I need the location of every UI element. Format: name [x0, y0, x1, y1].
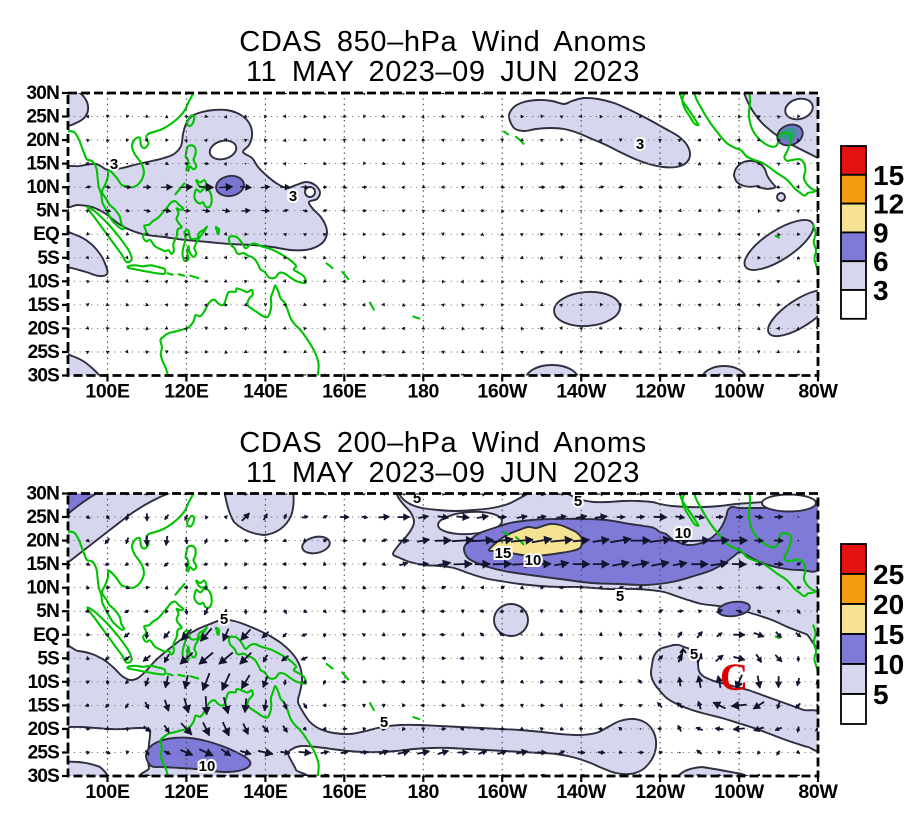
svg-text:30S: 30S	[28, 366, 60, 387]
svg-text:6: 6	[873, 246, 889, 277]
svg-text:15N: 15N	[27, 154, 60, 175]
svg-text:CDAS 200–hPa Wind Anoms: CDAS 200–hPa Wind Anoms	[239, 427, 646, 459]
svg-text:15S: 15S	[28, 695, 60, 716]
svg-text:160W: 160W	[477, 781, 528, 803]
svg-text:10: 10	[525, 552, 542, 569]
svg-text:100E: 100E	[85, 381, 130, 403]
svg-text:5: 5	[574, 493, 582, 510]
svg-text:100E: 100E	[85, 781, 130, 803]
svg-text:5: 5	[220, 611, 228, 628]
svg-text:80W: 80W	[798, 381, 838, 403]
svg-text:160E: 160E	[322, 381, 367, 403]
svg-text:25S: 25S	[28, 342, 60, 363]
svg-text:10S: 10S	[28, 672, 60, 693]
svg-text:140W: 140W	[556, 381, 607, 403]
svg-text:15: 15	[873, 619, 904, 650]
svg-text:10N: 10N	[27, 177, 60, 198]
svg-text:3: 3	[873, 275, 889, 306]
svg-text:5: 5	[413, 490, 421, 507]
svg-text:120W: 120W	[635, 381, 686, 403]
svg-text:C: C	[720, 656, 748, 699]
svg-text:15N: 15N	[27, 554, 60, 575]
svg-text:160E: 160E	[322, 781, 367, 803]
svg-text:20S: 20S	[28, 719, 60, 740]
svg-text:10N: 10N	[27, 578, 60, 599]
svg-text:5N: 5N	[36, 601, 59, 622]
svg-text:25N: 25N	[27, 107, 60, 128]
svg-text:3: 3	[289, 188, 297, 205]
svg-text:100W: 100W	[714, 381, 765, 403]
svg-text:5: 5	[380, 714, 388, 731]
svg-text:10: 10	[873, 649, 904, 680]
svg-text:140W: 140W	[556, 781, 607, 803]
svg-text:5S: 5S	[37, 248, 59, 269]
svg-text:140E: 140E	[243, 781, 288, 803]
svg-text:25N: 25N	[27, 507, 60, 528]
svg-text:160W: 160W	[477, 381, 528, 403]
svg-text:30N: 30N	[27, 83, 60, 104]
svg-text:20N: 20N	[27, 130, 60, 151]
svg-text:5: 5	[873, 679, 889, 710]
svg-text:20N: 20N	[27, 531, 60, 552]
svg-text:25S: 25S	[28, 743, 60, 764]
svg-text:20: 20	[873, 589, 904, 620]
svg-text:10: 10	[199, 758, 216, 775]
svg-text:12: 12	[873, 189, 904, 220]
svg-text:5N: 5N	[36, 201, 59, 222]
svg-text:EQ: EQ	[33, 625, 59, 646]
svg-text:120W: 120W	[635, 781, 686, 803]
svg-text:5S: 5S	[37, 648, 59, 669]
svg-text:11 MAY 2023–09 JUN 2023: 11 MAY 2023–09 JUN 2023	[246, 457, 640, 489]
svg-text:30N: 30N	[27, 484, 60, 505]
svg-text:5: 5	[616, 588, 624, 605]
svg-text:100W: 100W	[714, 781, 765, 803]
svg-text:15S: 15S	[28, 295, 60, 316]
svg-text:25: 25	[873, 559, 904, 590]
svg-text:180: 180	[407, 781, 439, 803]
svg-text:120E: 120E	[164, 781, 209, 803]
svg-text:140E: 140E	[243, 381, 288, 403]
svg-text:3: 3	[110, 156, 118, 173]
svg-text:30S: 30S	[28, 766, 60, 787]
svg-text:11 MAY 2023–09 JUN 2023: 11 MAY 2023–09 JUN 2023	[246, 56, 640, 88]
svg-text:CDAS 850–hPa Wind Anoms: CDAS 850–hPa Wind Anoms	[239, 26, 646, 58]
svg-text:3: 3	[636, 136, 644, 153]
svg-text:15: 15	[873, 160, 904, 191]
svg-text:20S: 20S	[28, 318, 60, 339]
svg-text:10: 10	[675, 525, 692, 542]
svg-text:5: 5	[690, 646, 698, 663]
svg-text:15: 15	[495, 545, 512, 562]
svg-text:9: 9	[873, 217, 889, 248]
svg-text:120E: 120E	[164, 381, 209, 403]
svg-text:10S: 10S	[28, 271, 60, 292]
svg-text:80W: 80W	[798, 781, 838, 803]
svg-text:EQ: EQ	[33, 224, 59, 245]
svg-text:180: 180	[407, 381, 439, 403]
